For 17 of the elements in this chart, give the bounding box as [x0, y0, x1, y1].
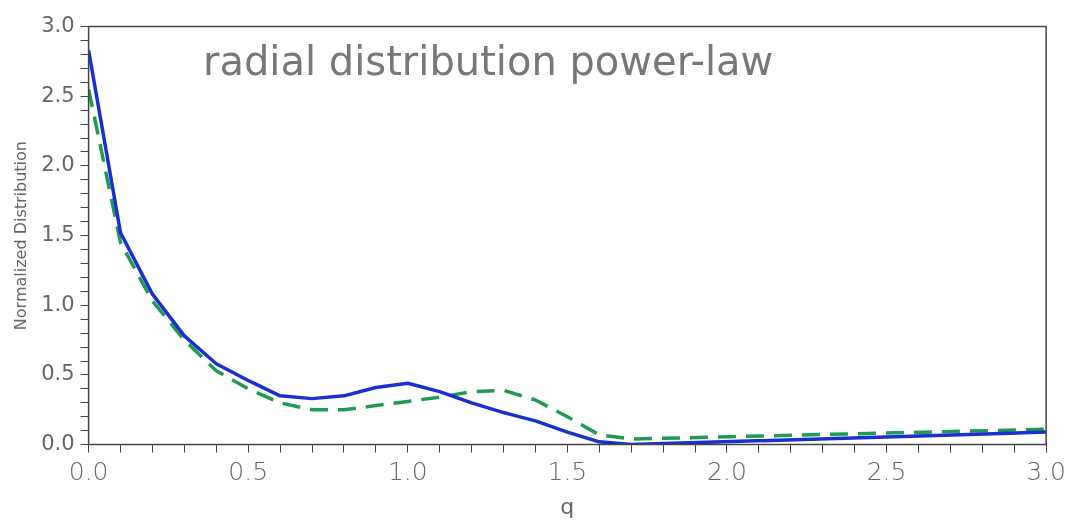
x-tick-label: 1.5 [547, 457, 588, 487]
y-tick-label: 0.5 [41, 361, 75, 386]
x-tick-label: 2.5 [866, 457, 907, 487]
y-tick-label: 0.0 [41, 431, 75, 456]
x-tick-label: 1.0 [387, 457, 428, 487]
y-tick-label: 2.5 [41, 82, 75, 107]
y-axis-title: Normalized Distribution [10, 141, 30, 331]
y-tick-label: 2.0 [41, 152, 75, 177]
x-tick-label: 0.0 [68, 457, 109, 487]
x-tick-label: 0.5 [228, 457, 269, 487]
x-axis-title: q [560, 493, 575, 519]
x-tick-label: 3.0 [1026, 457, 1066, 487]
y-tick-label: 3.0 [41, 13, 75, 38]
x-tick-label: 2.0 [707, 457, 747, 487]
y-tick-label: 1.5 [41, 222, 75, 247]
y-tick-label: 1.0 [41, 291, 75, 316]
chart-title: radial distribution power-law [203, 38, 774, 84]
